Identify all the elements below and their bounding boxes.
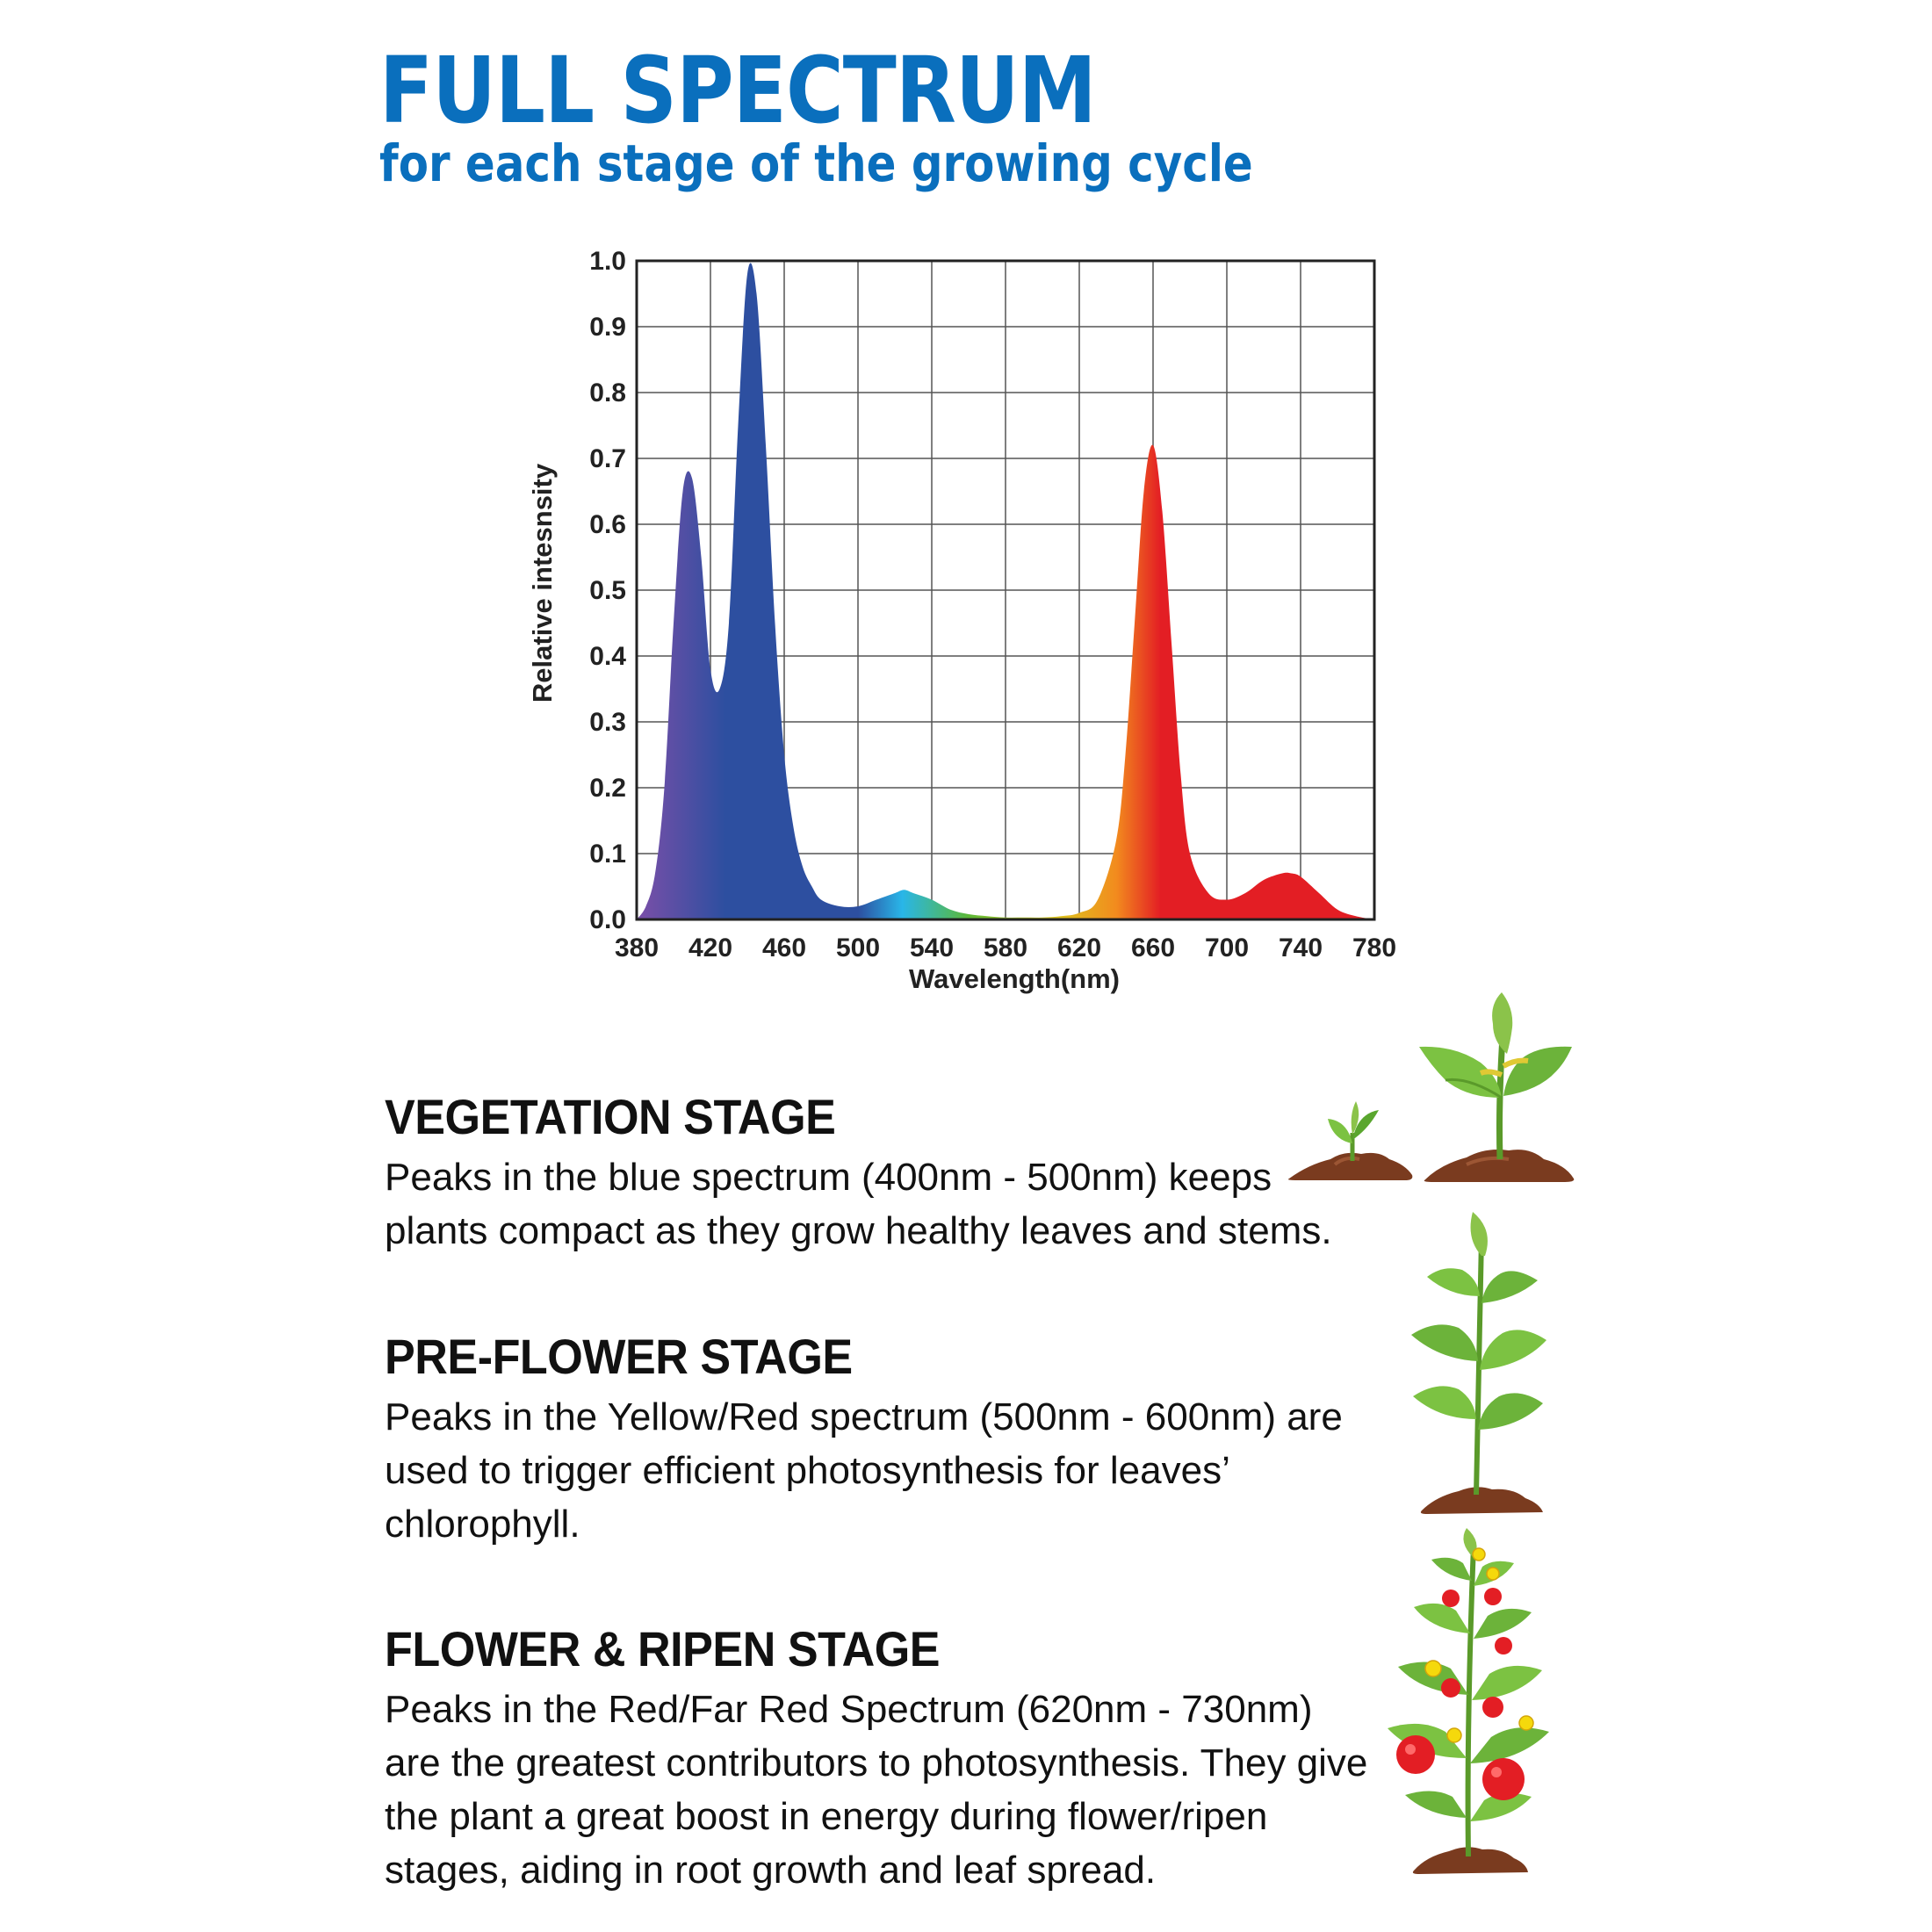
stage-title: PRE-FLOWER STAGE (385, 1329, 853, 1384)
page-subtitle: for each stage of the growing cycle (379, 133, 1253, 193)
stage-text: Peaks in the Yellow/Red spectrum (500nm … (385, 1395, 1343, 1546)
y-tick-label: 0.5 (589, 576, 626, 605)
x-tick-label: 380 (615, 934, 659, 962)
x-tick-labels: 380 420 460 500 540 580 620 660 700 740 780 (615, 934, 1396, 962)
y-tick-label: 0.2 (589, 774, 626, 803)
stage-text: Peaks in the blue spectrum (400nm - 500n… (385, 1156, 1332, 1253)
stage-title: VEGETATION STAGE (385, 1089, 836, 1144)
x-tick-label: 500 (836, 934, 880, 962)
y-tick-label: 0.6 (589, 510, 626, 539)
x-tick-label: 660 (1131, 934, 1175, 962)
seedling-icon (1287, 992, 1575, 1182)
x-axis-label: Wavelength(nm) (909, 963, 1120, 994)
x-tick-label: 460 (762, 934, 806, 962)
y-tick-label: 0.9 (589, 313, 626, 342)
y-tick-label: 0.4 (589, 642, 626, 671)
y-tick-label: 0.1 (589, 840, 626, 869)
y-tick-label: 0.8 (589, 378, 626, 407)
young-plant-icon (1411, 1212, 1546, 1514)
stage-flower-ripen: FLOWER & RIPEN STAGE Peaks in the Red/Fa… (385, 1621, 1403, 1897)
y-tick-label: 0.0 (589, 905, 626, 934)
stage-pre-flower: PRE-FLOWER STAGE Peaks in the Yellow/Red… (385, 1329, 1403, 1551)
x-tick-label: 580 (984, 934, 1027, 962)
x-tick-label: 780 (1352, 934, 1396, 962)
y-tick-label: 0.3 (589, 708, 626, 737)
spectrum-area (637, 263, 1374, 920)
x-tick-label: 540 (910, 934, 954, 962)
x-tick-label: 740 (1279, 934, 1323, 962)
page-title: FULL SPECTRUM (379, 37, 1097, 144)
x-tick-label: 420 (688, 934, 732, 962)
y-tick-label: 1.0 (589, 247, 626, 276)
tomato-plant-icon (1388, 1528, 1549, 1874)
y-axis-label: Relative intesnsity (527, 463, 558, 703)
stage-vegetation: VEGETATION STAGE Peaks in the blue spect… (385, 1089, 1403, 1258)
x-tick-label: 700 (1205, 934, 1249, 962)
y-tick-labels: 1.0 0.9 0.8 0.7 0.6 0.5 0.4 0.3 0.2 0.1 0.0 (589, 247, 626, 934)
x-tick-label: 620 (1057, 934, 1101, 962)
plot-frame (635, 259, 1376, 921)
y-tick-label: 0.7 (589, 444, 626, 473)
stage-text: Peaks in the Red/Far Red Spectrum (620nm… (385, 1688, 1368, 1892)
stage-title: FLOWER & RIPEN STAGE (385, 1621, 941, 1676)
spectrum-chart: 1.0 0.9 0.8 0.7 0.6 0.5 0.4 0.3 0.2 0.1 0.0 380 420… (527, 247, 1396, 994)
